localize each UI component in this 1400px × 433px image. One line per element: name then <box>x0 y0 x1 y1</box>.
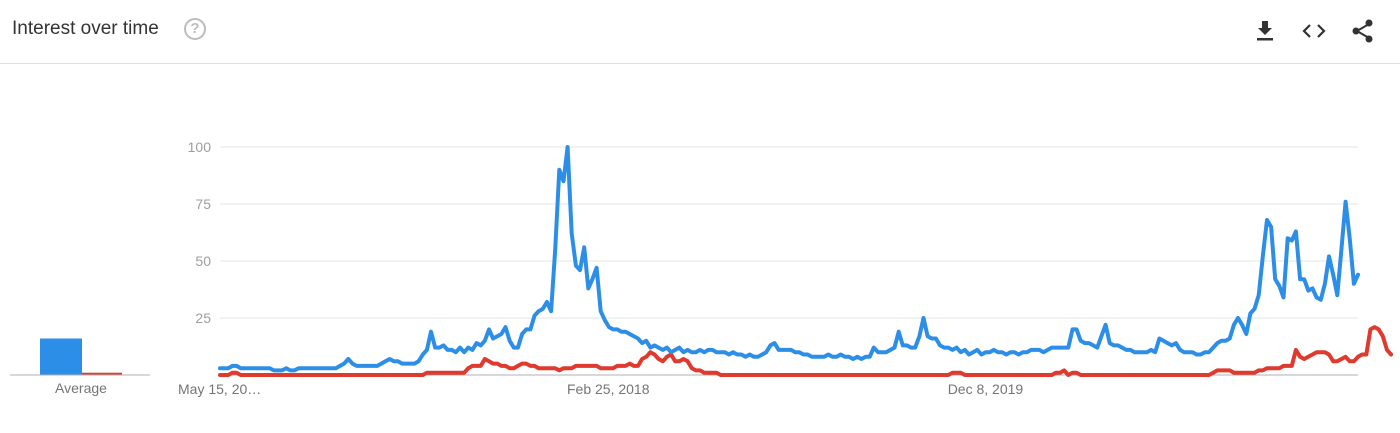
series-line-red[interactable] <box>218 325 1394 377</box>
average-bar-red <box>82 372 122 375</box>
average-bar-blue <box>40 338 82 375</box>
x-tick-label: May 15, 20… <box>178 381 261 397</box>
y-tick-label: 75 <box>195 196 211 212</box>
x-axis-ticks: May 15, 20… Feb 25, 2018 Dec 8, 2019 <box>178 381 1023 397</box>
y-tick-label: 25 <box>195 310 211 326</box>
series-line-blue[interactable] <box>218 145 1360 373</box>
x-tick-label: Dec 8, 2019 <box>948 381 1024 397</box>
average-panel: Average <box>10 338 150 396</box>
y-tick-label: 50 <box>195 253 211 269</box>
chart-title: Interest over time <box>12 18 159 39</box>
x-tick-label: Feb 25, 2018 <box>567 381 650 397</box>
y-tick-label: 100 <box>188 139 212 155</box>
share-icon[interactable] <box>1348 16 1378 46</box>
download-icon[interactable] <box>1250 16 1280 46</box>
chart-header: Interest over time ? <box>0 0 1400 64</box>
y-axis-ticks: 25 50 75 100 <box>188 139 212 326</box>
chart-series[interactable] <box>218 145 1394 377</box>
help-circle-icon[interactable]: ? <box>184 18 206 40</box>
average-label: Average <box>55 380 107 396</box>
embed-code-icon[interactable] <box>1299 16 1329 46</box>
chart-gridlines <box>220 146 1358 376</box>
